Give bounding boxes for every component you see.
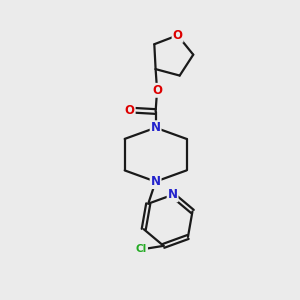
Text: O: O: [152, 84, 162, 97]
Text: O: O: [125, 103, 135, 116]
Text: N: N: [151, 175, 160, 188]
Text: O: O: [172, 29, 183, 42]
Text: Cl: Cl: [136, 244, 147, 254]
Text: N: N: [151, 121, 160, 134]
Text: N: N: [168, 188, 178, 201]
